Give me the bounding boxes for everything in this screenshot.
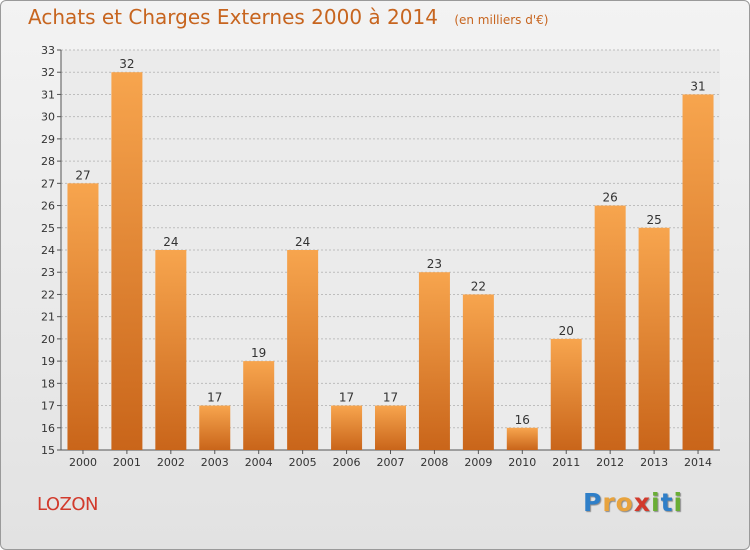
proxiti-logo: Proxiti (583, 488, 683, 517)
data-label-2004: 19 (251, 346, 266, 360)
y-tick-label: 24 (41, 244, 55, 257)
x-tick-label-2008: 2008 (420, 456, 448, 469)
logo-letter: r (602, 488, 615, 517)
bar-chart: 15 16 17 18 19 20 21 22 23 24 25 26 27 28 29 30 31 32 33 27… (0, 0, 750, 550)
data-label-2008: 23 (427, 257, 442, 271)
bar-2002 (155, 250, 186, 450)
bar-2010 (507, 428, 538, 450)
x-tick-label-2009: 2009 (464, 456, 492, 469)
logo-letter: t (661, 488, 674, 517)
y-tick-label: 17 (41, 400, 55, 413)
x-tick-label-2012: 2012 (596, 456, 624, 469)
data-label-2010: 16 (515, 413, 530, 427)
bar-2013 (639, 228, 670, 450)
data-label-2005: 24 (295, 235, 310, 249)
logo-letter: o (616, 488, 634, 517)
y-tick-label: 27 (41, 177, 55, 190)
bar-2008 (419, 272, 450, 450)
bar-2006 (331, 406, 362, 450)
logo-letter: i (651, 488, 661, 517)
y-tick-label: 21 (41, 311, 55, 324)
x-tick-label-2003: 2003 (201, 456, 229, 469)
data-label-2000: 27 (75, 168, 90, 182)
bar-2014 (683, 94, 714, 450)
bar-2004 (243, 361, 274, 450)
x-tick-label-2005: 2005 (289, 456, 317, 469)
x-tick-label-2001: 2001 (113, 456, 141, 469)
commune-name: LOZON (37, 494, 98, 515)
x-tick-label-2011: 2011 (552, 456, 580, 469)
x-tick-label-2002: 2002 (157, 456, 185, 469)
y-tick-label: 28 (41, 155, 55, 168)
logo-letter: P (583, 488, 602, 517)
logo-letter: x (634, 488, 651, 517)
bar-2011 (551, 339, 582, 450)
y-tick-label: 18 (41, 377, 55, 390)
y-tick-label: 25 (41, 222, 55, 235)
y-tick-label: 32 (41, 66, 55, 79)
x-tick-label-2010: 2010 (508, 456, 536, 469)
x-tick-label-2007: 2007 (377, 456, 405, 469)
data-label-2006: 17 (339, 391, 354, 405)
y-tick-label: 16 (41, 422, 55, 435)
bar-2012 (595, 206, 626, 450)
data-label-2011: 20 (559, 324, 574, 338)
x-tick-label-2014: 2014 (684, 456, 712, 469)
y-tick-label: 23 (41, 266, 55, 279)
y-tick-label: 15 (41, 444, 55, 457)
data-label-2002: 24 (163, 235, 178, 249)
bar-2005 (287, 250, 318, 450)
y-tick-label: 29 (41, 133, 55, 146)
bar-2009 (463, 294, 494, 450)
data-label-2013: 25 (646, 213, 661, 227)
x-tick-label-2006: 2006 (333, 456, 361, 469)
bar-2001 (111, 72, 142, 450)
data-label-2003: 17 (207, 391, 222, 405)
y-tick-label: 26 (41, 200, 55, 213)
bar-2000 (67, 183, 98, 450)
x-tick-label-2004: 2004 (245, 456, 273, 469)
data-label-2001: 32 (119, 57, 134, 71)
logo-letter: i (674, 488, 684, 517)
bar-2007 (375, 406, 406, 450)
x-tick-label-2000: 2000 (69, 456, 97, 469)
y-tick-label: 30 (41, 111, 55, 124)
data-label-2014: 31 (690, 79, 705, 93)
y-tick-label: 22 (41, 288, 55, 301)
x-tick-label-2013: 2013 (640, 456, 668, 469)
data-label-2012: 26 (603, 191, 618, 205)
data-label-2007: 17 (383, 391, 398, 405)
y-tick-label: 31 (41, 88, 55, 101)
y-tick-label: 20 (41, 333, 55, 346)
y-tick-label: 33 (41, 44, 55, 57)
bar-2003 (199, 406, 230, 450)
data-label-2009: 22 (471, 279, 486, 293)
y-tick-label: 19 (41, 355, 55, 368)
